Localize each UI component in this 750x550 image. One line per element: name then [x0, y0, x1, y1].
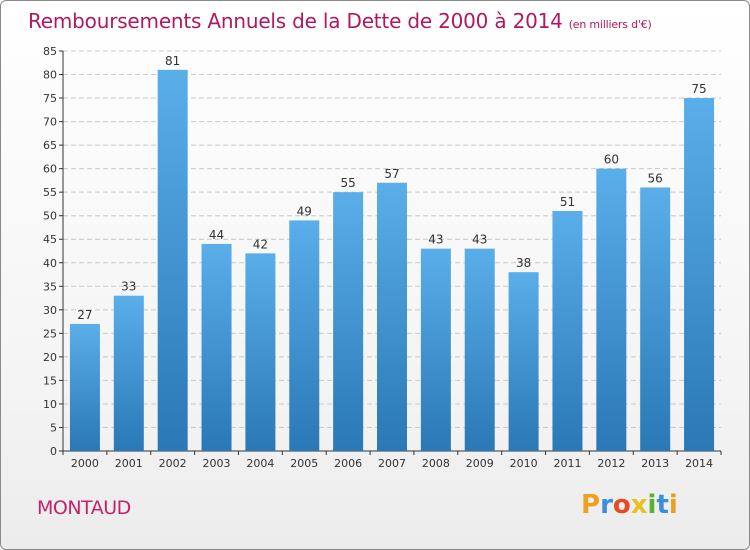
data-label: 57 [384, 167, 399, 181]
y-tick-label: 25 [43, 327, 57, 340]
y-tick-label: 5 [50, 421, 57, 434]
y-tick-label: 65 [43, 139, 57, 152]
logo-letter: i [647, 490, 657, 520]
data-label: 33 [121, 280, 136, 294]
bar [464, 248, 495, 451]
data-label: 43 [472, 233, 487, 247]
x-tick-label: 2011 [553, 457, 581, 470]
data-label: 38 [516, 256, 531, 270]
chart-title-text: Remboursements Annuels de la Dette de 20… [28, 9, 563, 33]
y-tick-label: 10 [43, 398, 57, 411]
data-label: 27 [77, 308, 92, 322]
data-label: 51 [560, 195, 575, 209]
x-tick-label: 2000 [71, 457, 99, 470]
x-tick-label: 2014 [685, 457, 713, 470]
chart-subtitle: (en milliers d'€) [568, 18, 652, 31]
bar [289, 220, 320, 451]
data-label: 60 [604, 153, 619, 167]
bar [420, 248, 451, 451]
data-label: 81 [165, 54, 180, 68]
x-tick-label: 2005 [290, 457, 318, 470]
y-tick-label: 0 [50, 445, 57, 458]
bar [640, 187, 671, 451]
data-label: 44 [209, 228, 224, 242]
bar [245, 253, 276, 451]
bar [333, 192, 364, 452]
bar [157, 69, 188, 451]
y-tick-label: 75 [43, 92, 57, 105]
y-tick-label: 70 [43, 116, 57, 129]
logo-letter: x [630, 490, 648, 520]
data-label: 49 [297, 204, 312, 218]
x-tick-label: 2012 [597, 457, 625, 470]
data-label: 55 [340, 176, 355, 190]
logo-letter: o [612, 490, 631, 520]
x-tick-label: 2003 [203, 457, 231, 470]
x-tick-label: 2013 [641, 457, 669, 470]
y-tick-label: 60 [43, 163, 57, 176]
chart-title: Remboursements Annuels de la Dette de 20… [28, 9, 652, 33]
logo-letter: i [668, 490, 678, 520]
bar [596, 168, 627, 451]
proxiti-logo: Proxiti [581, 490, 678, 520]
x-tick-label: 2007 [378, 457, 406, 470]
logo-letter: t [656, 490, 669, 520]
town-name: MONTAUD [37, 497, 131, 519]
bar [201, 243, 232, 451]
data-label: 56 [648, 171, 663, 185]
x-tick-label: 2008 [422, 457, 450, 470]
logo-letter: r [600, 490, 613, 520]
x-tick-label: 2001 [115, 457, 143, 470]
x-tick-label: 2004 [246, 457, 274, 470]
x-tick-label: 2002 [159, 457, 187, 470]
bar [69, 323, 100, 451]
y-tick-label: 50 [43, 210, 57, 223]
y-tick-label: 80 [43, 69, 57, 82]
y-tick-label: 45 [43, 233, 57, 246]
y-tick-label: 40 [43, 257, 57, 270]
bar [113, 295, 144, 451]
x-tick-label: 2009 [466, 457, 494, 470]
x-tick-label: 2006 [334, 457, 362, 470]
y-tick-label: 55 [43, 186, 57, 199]
y-tick-label: 35 [43, 280, 57, 293]
bar [552, 211, 583, 451]
y-tick-label: 30 [43, 304, 57, 317]
bar [508, 272, 539, 451]
x-tick-label: 2010 [510, 457, 538, 470]
bar [684, 98, 715, 451]
y-tick-label: 15 [43, 374, 57, 387]
y-tick-label: 85 [43, 45, 57, 58]
data-label: 42 [253, 237, 268, 251]
logo-letter: P [581, 490, 601, 520]
bar [377, 182, 407, 451]
data-label: 43 [428, 233, 443, 247]
y-tick-label: 20 [43, 351, 57, 364]
data-label: 75 [691, 82, 706, 96]
